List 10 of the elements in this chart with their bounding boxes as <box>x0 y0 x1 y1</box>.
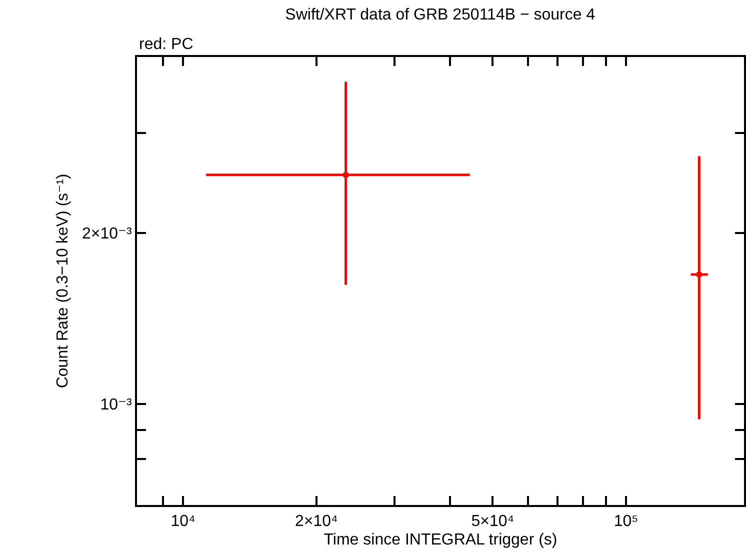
x-axis-title: Time since INTEGRAL trigger (s) <box>324 531 558 548</box>
y-axis-title: Count Rate (0.3−10 keV) (s⁻¹) <box>54 174 72 388</box>
x-tick-label: 10⁴ <box>170 513 196 530</box>
x-tick-label: 10⁵ <box>614 513 638 530</box>
chart-title: Swift/XRT data of GRB 250114B − source 4 <box>285 6 596 24</box>
y-tick-label: 10⁻³ <box>100 396 132 414</box>
text: red: PC <box>139 36 194 53</box>
x-tick-label: 2×10⁴ <box>294 513 338 530</box>
y-tick-label: 2×10⁻³ <box>82 226 132 243</box>
x-tick-label: 5×10⁴ <box>471 513 514 530</box>
